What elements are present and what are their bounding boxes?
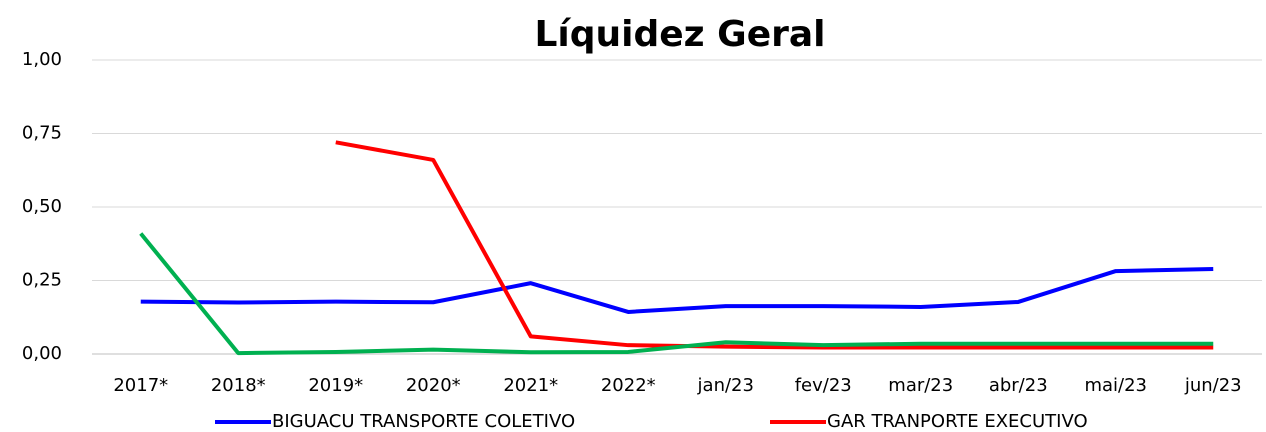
x-tick-label: mai/23	[1084, 375, 1147, 396]
x-tick-label: fev/23	[795, 375, 852, 396]
series-line	[139, 232, 1214, 356]
x-tick-label: jun/23	[1184, 375, 1242, 396]
x-tick-label: jan/23	[697, 375, 754, 396]
y-tick-label: 0,00	[22, 343, 62, 364]
x-tick-label: 2017*	[113, 375, 168, 396]
x-tick-label: 2018*	[211, 375, 266, 396]
chart-title: Líquidez Geral	[534, 14, 825, 55]
y-tick-label: 0,50	[22, 196, 62, 217]
y-tick-label: 0,25	[22, 270, 62, 291]
x-tick-label: mar/23	[888, 375, 953, 396]
x-tick-label: 2020*	[406, 375, 461, 396]
x-tick-label: 2022*	[601, 375, 656, 396]
series-line	[335, 140, 1214, 350]
series-line	[140, 267, 1214, 314]
y-tick-label: 0,75	[22, 123, 62, 144]
y-tick-label: 1,00	[22, 49, 62, 70]
legend-label: GAR TRANPORTE EXECUTIVO	[827, 411, 1088, 432]
x-tick-label: abr/23	[989, 375, 1048, 396]
x-tick-label: 2021*	[503, 375, 558, 396]
legend-label: BIGUACU TRANSPORTE COLETIVO	[272, 411, 575, 432]
x-tick-label: 2019*	[308, 375, 363, 396]
